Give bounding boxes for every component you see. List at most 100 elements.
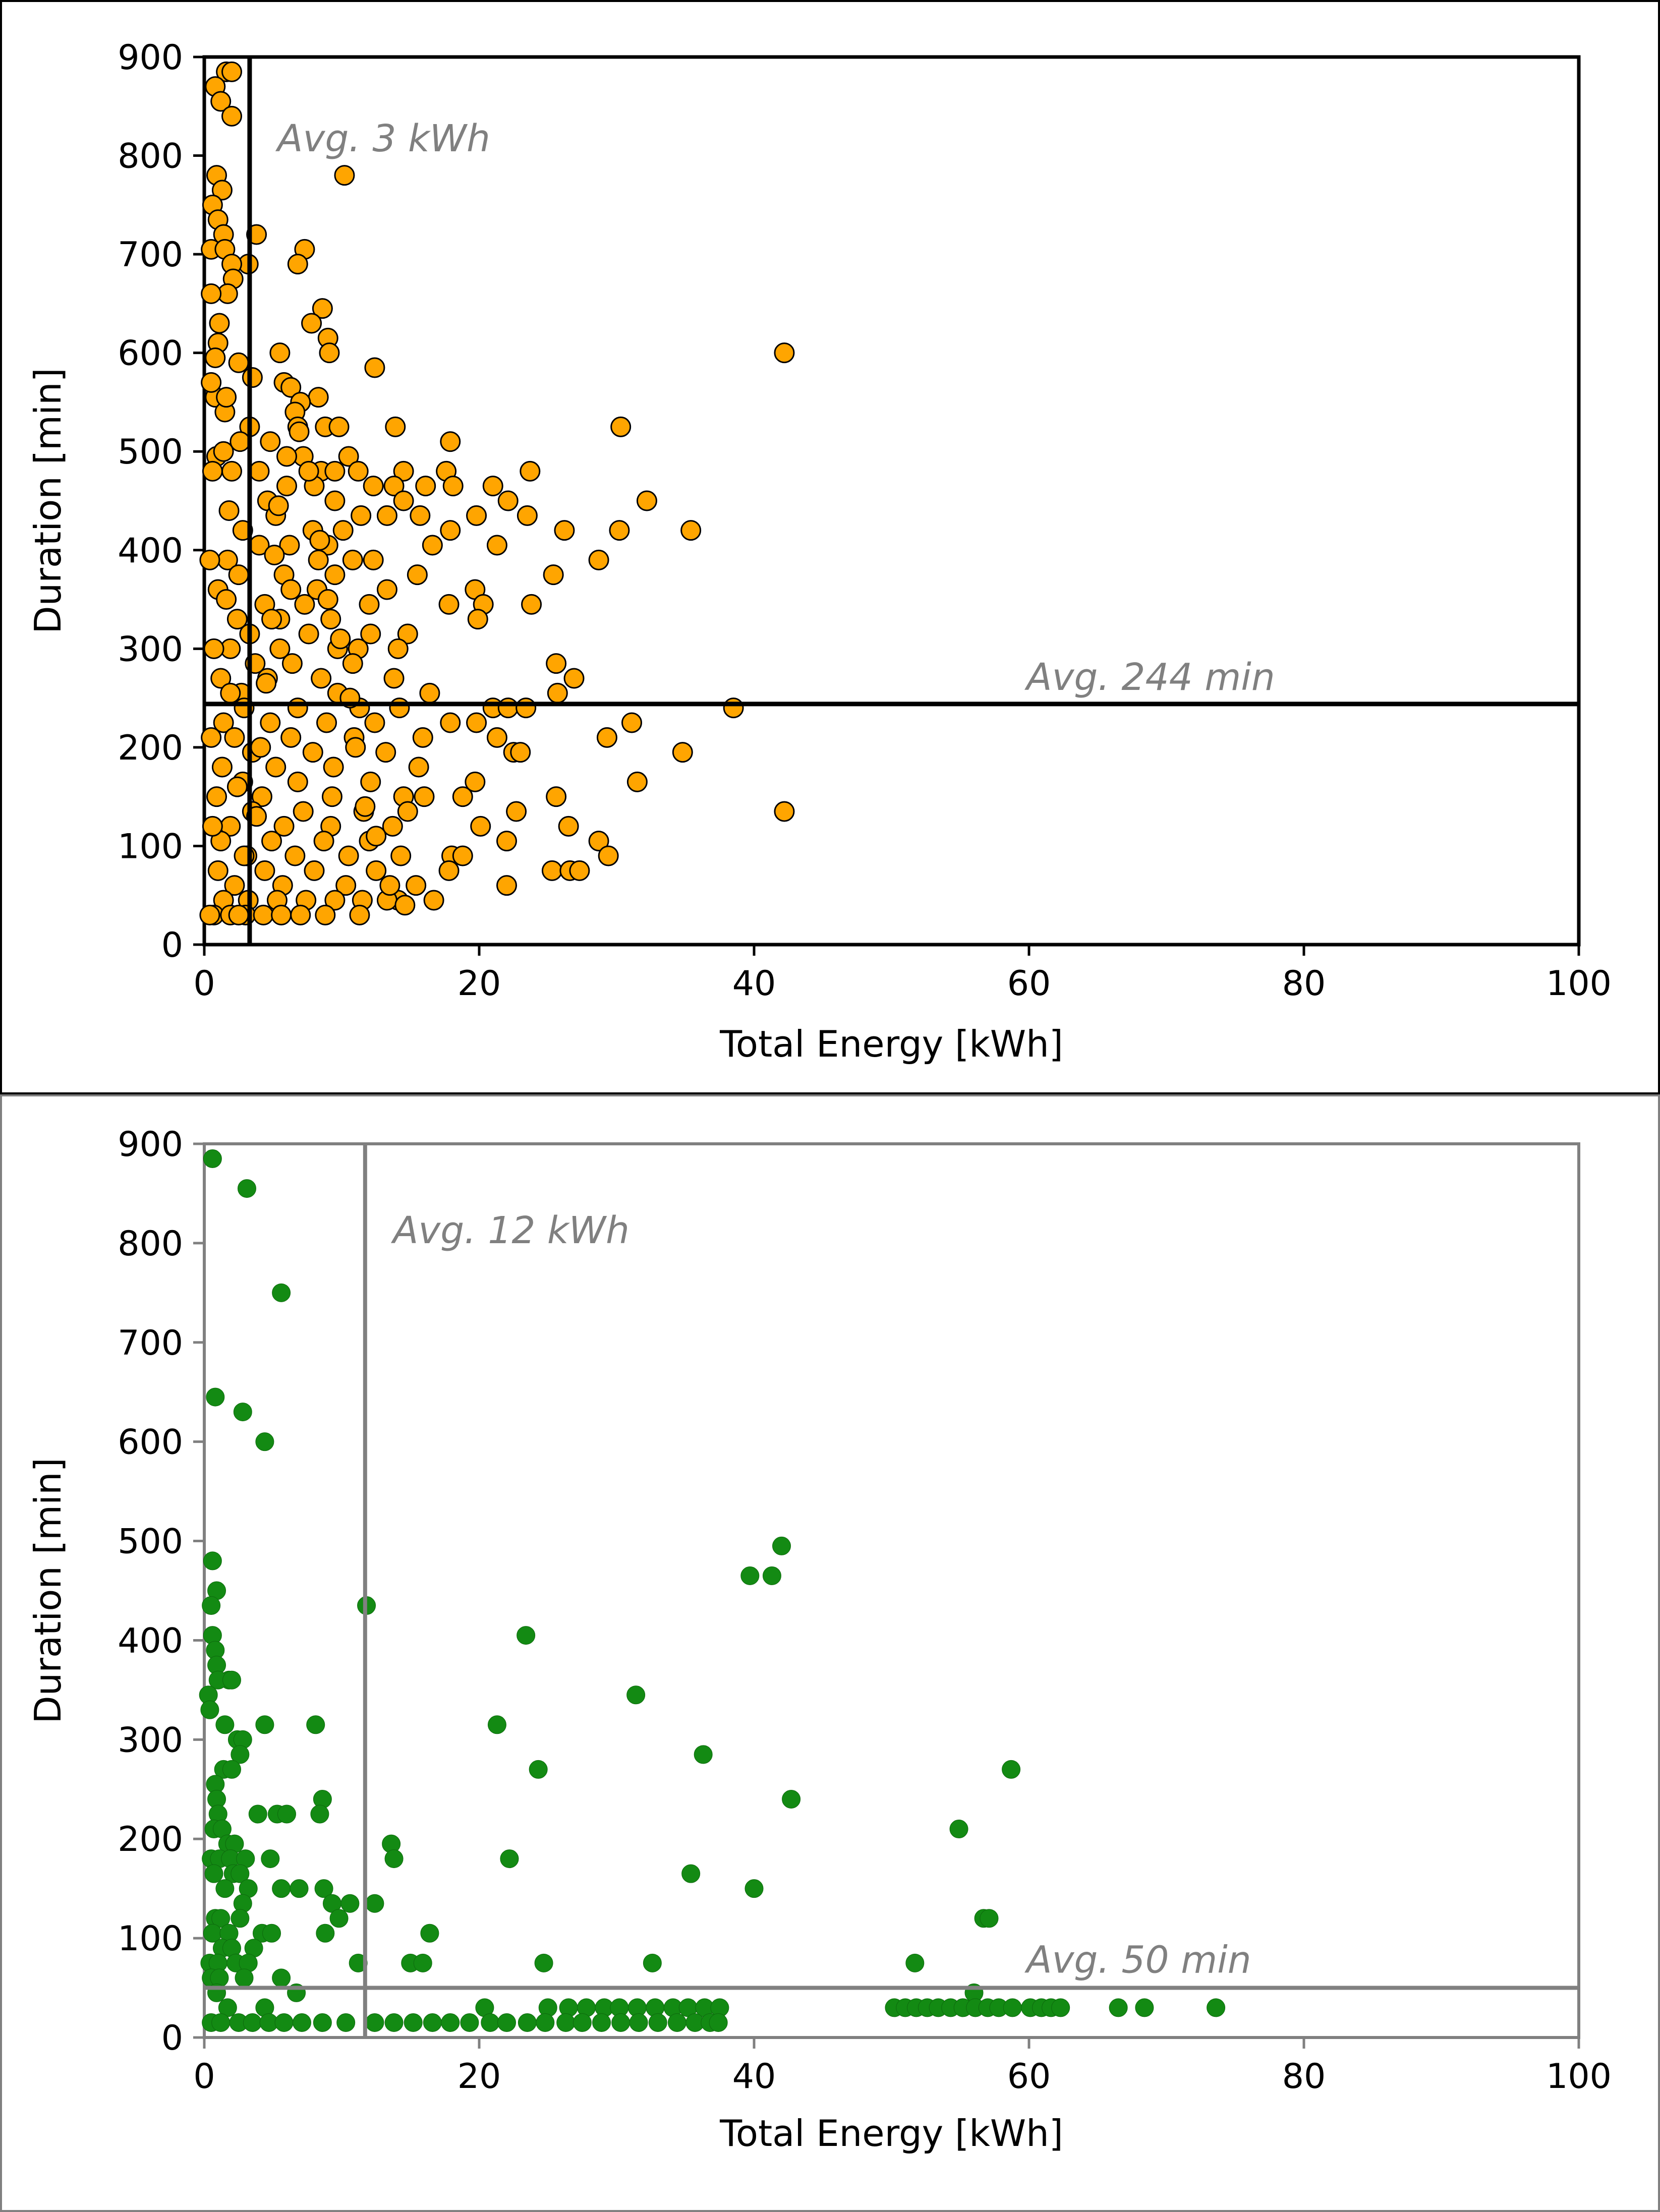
data-point [384, 1849, 404, 1869]
data-point [342, 653, 363, 674]
data-point [248, 1804, 267, 1824]
data-point [452, 845, 473, 866]
data-point [342, 549, 363, 570]
data-point [203, 1149, 222, 1169]
y-tick-label: 300 [118, 1720, 183, 1760]
data-point [1003, 1998, 1022, 2017]
data-point [626, 771, 648, 792]
data-point [251, 786, 272, 807]
plot-frame [203, 1142, 1580, 2039]
data-point [980, 1909, 999, 1928]
scatter-points [199, 61, 795, 925]
data-point [573, 2013, 592, 2032]
data-point [260, 712, 281, 733]
data-point [438, 594, 460, 615]
data-point [351, 505, 372, 526]
data-point [334, 165, 355, 186]
x-tick-label: 20 [457, 2057, 501, 2097]
data-point [330, 628, 351, 650]
data-point [466, 505, 487, 526]
data-point [364, 357, 385, 378]
data-point [420, 1924, 439, 1943]
data-point [442, 476, 464, 497]
data-point [310, 1804, 329, 1824]
data-point [482, 476, 503, 497]
data-point [423, 890, 444, 911]
data-point [304, 860, 325, 881]
data-point [345, 737, 366, 758]
data-point [423, 2013, 442, 2032]
y-tick-label: 600 [118, 334, 183, 374]
data-point [323, 756, 344, 778]
data-point [626, 1685, 646, 1705]
data-point [404, 2013, 423, 2032]
data-point [320, 609, 341, 630]
data-point [496, 875, 517, 896]
data-point [221, 61, 242, 82]
data-point [336, 2013, 356, 2032]
y-tick-label: 0 [161, 2018, 183, 2058]
data-point [271, 904, 292, 925]
data-point [277, 1804, 296, 1824]
avg-energy-annotation: Avg. 3 kWh [275, 117, 490, 160]
data-point [199, 904, 220, 925]
data-point [201, 727, 222, 748]
data-point [410, 505, 431, 526]
data-point [231, 1909, 250, 1928]
data-point [289, 421, 310, 442]
x-tick-label: 80 [1282, 2057, 1326, 2097]
y-tick-label: 400 [118, 1621, 183, 1661]
data-point [340, 1894, 360, 1913]
x-tick-label: 100 [1546, 964, 1612, 1004]
top-chart-panel [0, 0, 1660, 1094]
data-point [592, 2013, 611, 2032]
data-point [255, 1715, 274, 1734]
data-point [202, 460, 223, 482]
bottom-chart-panel [0, 1094, 1660, 2212]
data-point [506, 801, 527, 822]
data-point [293, 801, 314, 822]
data-point [408, 756, 429, 778]
data-point [360, 771, 381, 792]
data-point [280, 579, 302, 600]
data-point [254, 860, 275, 881]
data-point [694, 1745, 713, 1764]
data-point [667, 2013, 686, 2032]
data-point [211, 1909, 231, 1928]
data-point [211, 2013, 231, 2032]
data-point [308, 549, 329, 570]
data-point [262, 1924, 281, 1943]
data-point [407, 564, 428, 586]
x-tick-label: 40 [732, 964, 776, 1004]
data-point [360, 623, 381, 645]
data-point [200, 1700, 219, 1719]
data-point [235, 1968, 254, 1988]
data-point [312, 298, 333, 319]
data-point [648, 2013, 667, 2032]
data-point [287, 771, 308, 792]
data-point [500, 1849, 519, 1869]
data-point [298, 623, 319, 645]
data-point [440, 520, 461, 541]
data-point [529, 1760, 548, 1779]
data-point [393, 460, 414, 482]
data-point [510, 742, 531, 763]
data-point [211, 180, 233, 201]
data-point [609, 520, 630, 541]
data-point [359, 594, 380, 615]
data-point [226, 609, 248, 630]
data-point [255, 1432, 274, 1451]
data-point [306, 1715, 325, 1734]
data-point [276, 476, 297, 497]
data-point [324, 890, 346, 911]
data-point [393, 490, 414, 511]
y-tick-label: 200 [118, 1820, 183, 1859]
data-point [413, 1953, 432, 1972]
x-tick-label: 40 [732, 2057, 776, 2097]
data-point [324, 460, 346, 482]
x-tick-label: 60 [1007, 964, 1051, 1004]
data-point [611, 2013, 631, 2032]
data-point [290, 1879, 309, 1898]
data-point [272, 1879, 291, 1898]
